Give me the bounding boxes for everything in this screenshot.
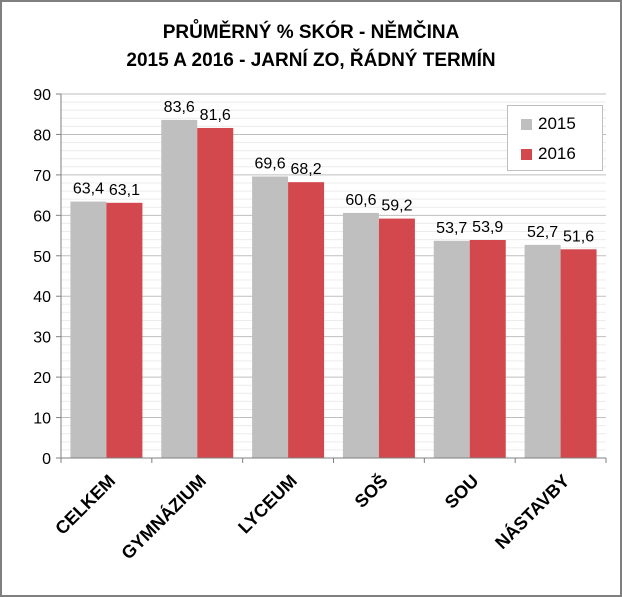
bar-2015 [342,212,379,458]
y-tick-label: 10 [33,411,51,428]
y-tick-label: 80 [33,127,51,144]
y-tick-label: 90 [33,87,51,104]
chart-title: PRŮMĚRNÝ % SKÓR - NĚMČINA [162,22,460,43]
y-tick-label: 20 [33,370,51,387]
bar-2015 [433,240,470,458]
chart-legend: 2015 2016 [507,105,603,171]
legend-swatch-2016 [521,149,532,160]
bar-2015 [252,176,289,459]
x-tick-label: CELKEM [51,471,119,539]
y-tick-label: 0 [42,451,51,468]
bar-2016 [197,127,234,459]
bar-2015 [161,119,198,458]
bar-2016 [560,249,597,458]
data-label-2016: 59,2 [381,198,412,215]
legend-label-2016: 2016 [538,144,576,163]
data-label-2015: 83,6 [164,99,195,116]
legend-label-2015: 2015 [538,114,576,133]
data-label-2015: 53,7 [436,220,467,237]
data-label-2015: 60,6 [345,192,376,209]
data-label-2016: 53,9 [472,219,503,236]
bar-2016 [469,240,506,458]
x-tick-label: GYMNÁZIUM [117,470,210,563]
bar-2016 [106,202,143,458]
data-label-2016: 63,1 [109,182,140,199]
data-label-2016: 68,2 [291,161,322,178]
x-tick-label: LYCEUM [234,471,301,538]
data-label-2015: 52,7 [527,224,558,241]
bar-2016 [378,218,415,458]
data-label-2015: 63,4 [73,181,104,198]
legend-swatch-2015 [521,119,532,130]
data-label-2016: 81,6 [200,107,231,124]
bar-2015 [70,201,107,459]
data-label-2015: 69,6 [255,156,286,173]
y-tick-label: 60 [33,208,51,225]
x-tick-label: SOŠ [350,470,392,512]
y-tick-label: 40 [33,289,51,306]
chart-subtitle: 2015 A 2016 - JARNÍ ZO, ŘÁDNÝ TERMÍN [126,50,496,71]
x-tick-label: NÁSTAVBY [490,470,573,553]
y-tick-label: 50 [33,249,51,266]
data-label-2016: 51,6 [563,228,594,245]
y-tick-label: 70 [33,168,51,185]
bar-2016 [288,182,325,458]
bar-2015 [524,244,561,458]
x-tick-label: SOU [441,471,483,513]
y-tick-label: 30 [33,330,51,347]
